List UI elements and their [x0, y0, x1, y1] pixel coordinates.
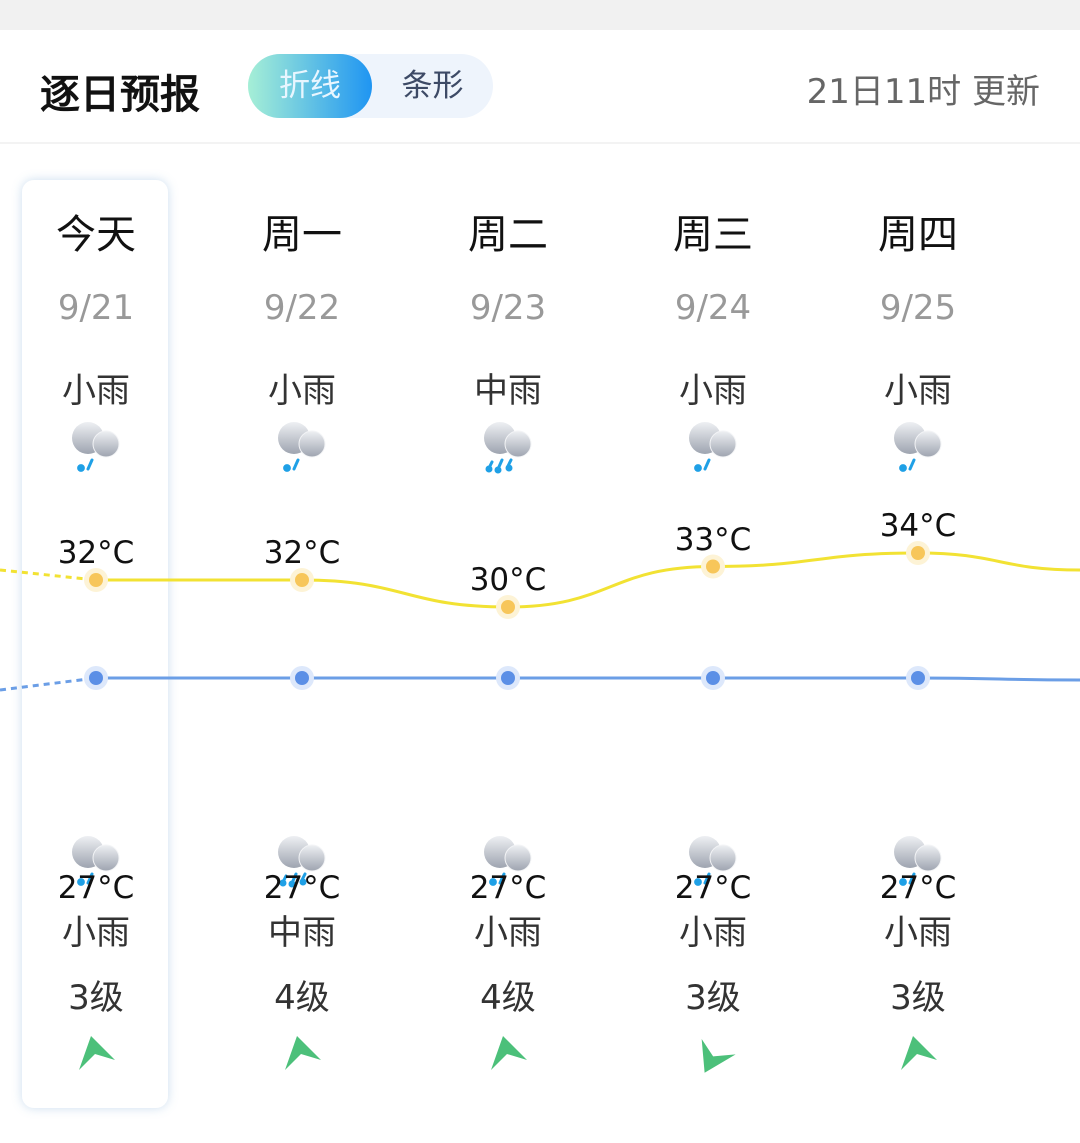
light-rain-icon [683, 418, 743, 474]
high-temp-label: 30°C [469, 562, 547, 598]
low-line-past [0, 676, 97, 692]
high-temp-dot [706, 559, 720, 574]
moderate-rain-icon [272, 832, 332, 888]
today-highlight-card [22, 180, 168, 1108]
day-weather: 中雨 [474, 371, 542, 411]
high-temp-dot [295, 573, 309, 587]
night-weather: 小雨 [679, 913, 747, 953]
day-weather: 小雨 [679, 371, 747, 411]
light-rain-icon [66, 418, 126, 474]
day-column[interactable]: 今天 9/21 小雨 小雨 3级 32°C 27°C [11, 180, 181, 1108]
weekday: 周四 [878, 212, 958, 258]
toggle-bar[interactable]: 条形 [401, 68, 464, 104]
update-time: 21日11时 更新 [806, 72, 1040, 112]
wind-direction-icon [483, 1030, 533, 1080]
day-column[interactable]: 周一 9/22 小雨 中雨 4级 32°C 27°C [217, 180, 387, 1108]
low-temp-dot [89, 671, 103, 685]
day-column[interactable]: 周三 9/24 小雨 小雨 3级 33°C 27°C [628, 180, 798, 1108]
wind-level: 4级 [274, 978, 330, 1018]
weekday: 今天 [56, 212, 136, 258]
wind-direction-icon [893, 1030, 943, 1080]
day-weather: 小雨 [268, 371, 336, 411]
weekday: 周三 [673, 212, 753, 258]
night-weather: 中雨 [268, 913, 336, 953]
low-temp-dot [706, 671, 720, 685]
date: 9/21 [57, 288, 135, 328]
night-weather: 小雨 [62, 913, 130, 953]
high-temp-dot [911, 546, 925, 560]
day-weather: 小雨 [884, 371, 952, 411]
night-weather: 小雨 [474, 913, 542, 953]
wind-level: 3级 [68, 978, 124, 1018]
high-temp-dot [89, 573, 103, 587]
forecast-header: 逐日预报 折线 条形 21日11时 更新 [0, 30, 1080, 144]
light-rain-icon [683, 832, 743, 888]
day-column[interactable]: 周二 9/23 中雨 小雨 4级 30°C 27°C [423, 180, 593, 1108]
high-temp-label: 33°C [674, 521, 752, 558]
low-temp-label: 27°C [57, 870, 135, 906]
low-temp-label: 27°C [674, 870, 752, 906]
weekday: 周一 [262, 212, 342, 258]
high-temp-dot [501, 600, 515, 614]
moderate-rain-icon [478, 418, 538, 474]
wind-level: 3级 [685, 978, 741, 1018]
low-temp-label: 27°C [263, 870, 341, 906]
low-temp-label: 27°C [879, 870, 957, 906]
light-rain-icon [888, 418, 948, 474]
date: 9/24 [674, 288, 752, 328]
light-rain-icon [478, 832, 538, 888]
top-strip [0, 0, 1080, 30]
weekday: 周二 [468, 212, 548, 258]
light-rain-icon [272, 418, 332, 474]
wind-direction-icon [277, 1030, 327, 1080]
high-temp-label: 32°C [263, 535, 341, 571]
high-temp-label: 32°C [57, 535, 135, 571]
wind-level: 4级 [480, 978, 536, 1018]
low-temp-dot [911, 671, 925, 685]
date: 9/22 [263, 288, 341, 328]
date: 9/23 [469, 288, 547, 328]
wind-level: 3级 [890, 978, 946, 1018]
high-line-past [0, 568, 97, 582]
day-weather: 小雨 [62, 371, 130, 411]
high-temp-label: 34°C [879, 508, 957, 544]
toggle-line[interactable]: 折线 [248, 54, 372, 118]
night-weather: 小雨 [884, 913, 952, 953]
chart-mode-toggle[interactable]: 折线 条形 [248, 54, 493, 118]
low-temp-dot [295, 671, 309, 685]
day-column[interactable]: 周四 9/25 小雨 小雨 3级 34°C 27°C [833, 180, 1003, 1108]
date: 9/25 [879, 288, 957, 328]
low-temp-label: 27°C [469, 870, 547, 906]
low-temp-dot [501, 671, 515, 685]
section-title: 逐日预报 [40, 72, 200, 118]
wind-direction-icon [71, 1030, 121, 1080]
light-rain-icon [888, 832, 948, 888]
light-rain-icon [66, 832, 126, 888]
wind-direction-icon [688, 1030, 738, 1080]
